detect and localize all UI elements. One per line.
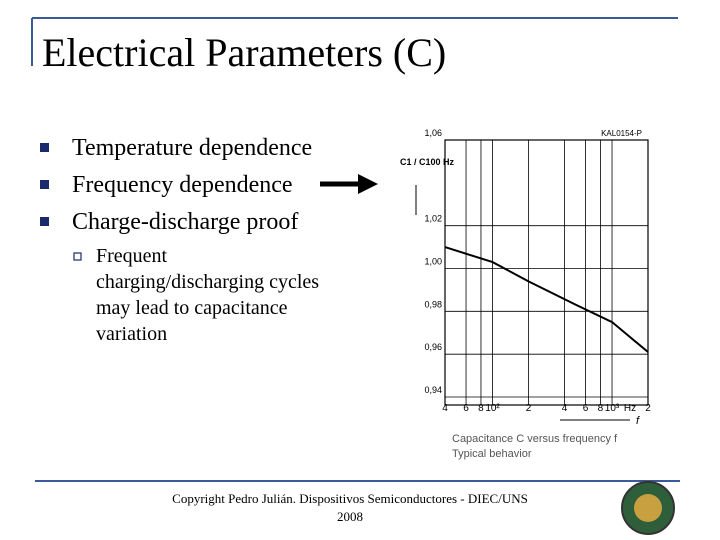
x-tick-label: 8 [598, 403, 604, 414]
y-tick-label: 1,02 [424, 214, 442, 224]
sub-bullet-marker [73, 252, 82, 261]
x-tick-label: 4 [442, 403, 448, 414]
bullet-marker [40, 143, 49, 152]
slide-title: Electrical Parameters (C) [42, 30, 446, 75]
x-axis-label: f [636, 415, 640, 427]
footer: 2008 [337, 509, 363, 524]
bullet: Temperature dependence [72, 135, 312, 161]
x-tick-label: 4 [562, 403, 568, 414]
x-tick-label: 10² [485, 403, 500, 414]
x-tick-label: 2 [526, 403, 532, 414]
footer: Copyright Pedro Julián. Dispositivos Sem… [172, 491, 528, 506]
y-tick-label: 0,98 [424, 299, 442, 309]
x-tick-label: 8 [478, 403, 484, 414]
bullet: Frequency dependence [72, 172, 293, 198]
x-tick-label: 6 [463, 403, 469, 414]
caption: Typical behavior [452, 448, 532, 460]
chart: KAL0154-P C1 / C100 Hz f Hz Capacitance … [400, 128, 651, 460]
sub-bullet: Frequent [96, 245, 168, 267]
sub-bullet: may lead to capacitance [96, 297, 288, 319]
bullet-marker [40, 217, 49, 226]
chart-code: KAL0154-P [601, 129, 642, 138]
caption: Capacitance C versus frequency f [452, 433, 618, 445]
arrow-head [358, 174, 378, 194]
sub-bullet: variation [96, 323, 167, 345]
bullet: Charge-discharge proof [72, 209, 298, 235]
y-axis-label: C1 / C100 Hz [400, 157, 455, 167]
bullet-marker [40, 180, 49, 189]
sub-bullet: charging/discharging cycles [96, 271, 319, 293]
x-tick-label: 6 [583, 403, 589, 414]
y-tick-label: 0,96 [424, 342, 442, 352]
logo-center [634, 494, 662, 522]
plot-frame [444, 139, 649, 406]
x-tick-label: 2 [645, 403, 651, 414]
y-tick-label: 1,06 [424, 128, 442, 138]
y-tick-label: 1,00 [424, 257, 442, 267]
y-tick-label: 0,94 [424, 385, 442, 395]
x-unit: Hz [624, 403, 636, 414]
x-tick-label: 10³ [605, 403, 620, 414]
data-line [444, 246, 649, 353]
